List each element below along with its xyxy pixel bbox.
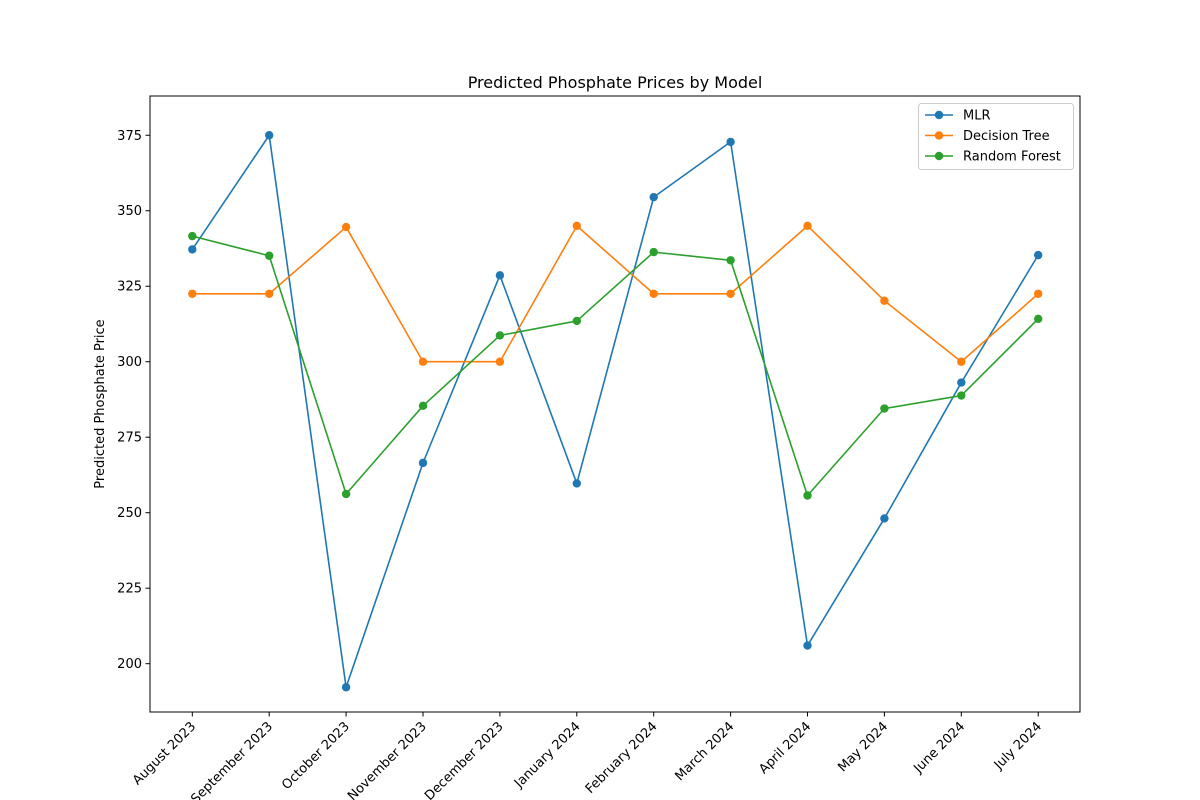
data-point-random-forest <box>1034 314 1043 324</box>
axes-frame <box>149 95 1081 713</box>
data-point-mlr <box>880 514 889 523</box>
data-point-random-forest <box>572 316 581 326</box>
data-point-decision-tree <box>495 357 505 366</box>
data-point-mlr <box>341 683 351 692</box>
data-point-random-forest <box>341 489 351 499</box>
data-point-mlr <box>957 378 966 387</box>
legend-marker-decision-tree <box>934 131 944 140</box>
y-tick-label: 200 <box>117 657 142 672</box>
data-point-decision-tree <box>803 221 812 231</box>
y-tick-label: 300 <box>117 355 142 370</box>
chart-title: Predicted Phosphate Prices by Model <box>468 73 763 92</box>
data-point-mlr <box>1034 250 1043 260</box>
legend-label-random-forest: Random Forest <box>963 150 1061 165</box>
data-point-mlr <box>649 192 658 202</box>
series-line-mlr <box>191 134 1039 689</box>
data-point-random-forest <box>495 331 505 340</box>
data-point-random-forest <box>188 231 197 241</box>
legend-label-mlr: MLR <box>963 109 991 124</box>
data-point-decision-tree <box>341 222 351 232</box>
y-tick-label: 325 <box>117 280 142 295</box>
data-point-mlr <box>188 245 197 254</box>
data-point-random-forest <box>726 256 735 265</box>
data-point-mlr <box>495 271 505 280</box>
data-point-decision-tree <box>572 221 581 231</box>
series-line-decision-tree <box>192 225 1039 363</box>
data-point-mlr <box>265 131 274 140</box>
legend-marker-mlr <box>934 110 944 120</box>
data-point-random-forest <box>265 251 274 260</box>
legend-box <box>918 103 1074 170</box>
data-point-mlr <box>572 479 581 488</box>
data-point-decision-tree <box>188 289 197 298</box>
data-point-random-forest <box>649 247 658 257</box>
data-point-decision-tree <box>649 289 658 298</box>
legend: MLR Decision Tree Random Forest <box>918 103 1074 170</box>
series-line-random-forest <box>192 235 1039 497</box>
data-point-random-forest <box>803 491 812 500</box>
legend-label-decision-tree: Decision Tree <box>963 129 1050 144</box>
data-point-mlr <box>726 137 735 147</box>
data-point-decision-tree <box>265 289 274 298</box>
data-point-decision-tree <box>418 357 428 366</box>
y-tick-label: 225 <box>117 582 142 597</box>
data-point-decision-tree <box>1034 289 1043 298</box>
data-point-decision-tree <box>726 289 735 298</box>
y-tick-label: 275 <box>117 431 142 446</box>
data-point-decision-tree <box>880 296 889 305</box>
data-point-mlr <box>803 641 812 650</box>
legend-marker-random-forest <box>934 151 944 161</box>
y-axis-title: Predicted Phosphate Price <box>93 319 108 488</box>
data-point-decision-tree <box>957 357 966 366</box>
data-point-random-forest <box>880 404 889 413</box>
y-tick-label: 350 <box>117 204 142 219</box>
y-tick-label: 375 <box>117 129 142 144</box>
data-point-mlr <box>418 458 428 468</box>
data-point-random-forest <box>418 401 428 411</box>
y-tick-label: 250 <box>117 506 142 521</box>
data-point-random-forest <box>957 391 966 400</box>
